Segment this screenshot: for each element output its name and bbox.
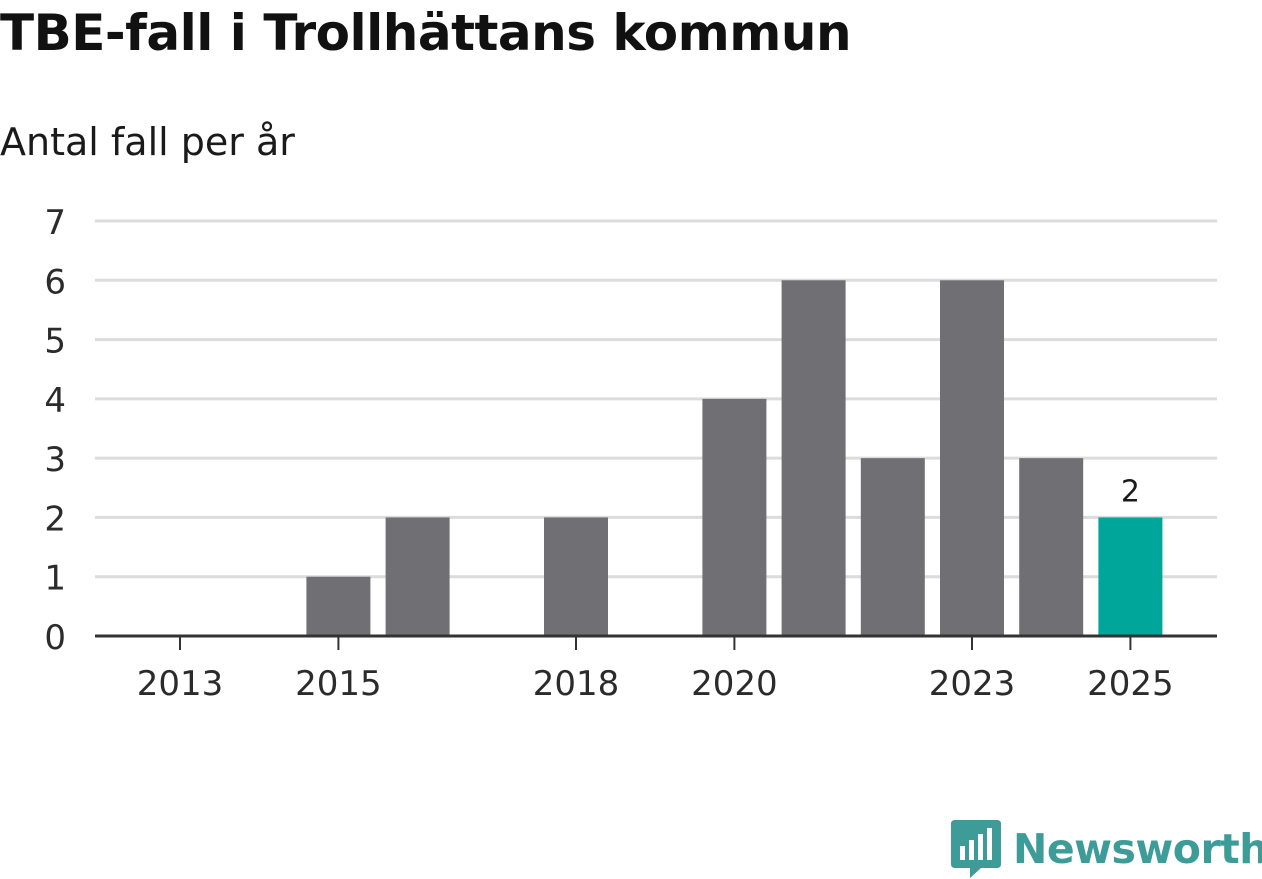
newsworthy-logo-text: Newsworthy <box>1013 825 1262 873</box>
bar-2015 <box>306 576 371 636</box>
data-label: 2 <box>1121 474 1140 509</box>
x-tick-label: 2023 <box>929 664 1016 704</box>
y-tick-label: 5 <box>44 322 66 362</box>
y-tick-label: 7 <box>44 203 66 243</box>
y-tick-label: 2 <box>44 499 66 539</box>
bars <box>306 280 1163 636</box>
bar-2016 <box>385 517 450 636</box>
newsworthy-logo: Newsworthy <box>951 820 1262 878</box>
chart-title: TBE-fall i Trollhättans kommun <box>0 4 852 62</box>
x-tick-label: 2013 <box>137 664 224 704</box>
x-tick-label: 2015 <box>295 664 382 704</box>
y-tick-label: 4 <box>44 381 66 421</box>
bar-2023 <box>940 280 1004 636</box>
x-axis-tick-labels: 2013 2015 2018 2020 2023 2025 <box>137 664 1174 704</box>
bar-2020 <box>702 398 767 636</box>
bar-2025 <box>1098 517 1163 636</box>
x-tick-label: 2020 <box>691 664 778 704</box>
y-tick-label: 3 <box>44 440 66 480</box>
data-labels: 2 <box>1121 474 1140 509</box>
y-tick-label: 1 <box>44 559 66 599</box>
newsworthy-logo-icon <box>951 820 1001 878</box>
x-axis <box>95 634 1217 650</box>
chart-subtitle: Antal fall per år <box>0 120 295 164</box>
bar-2022 <box>860 458 925 636</box>
x-tick-label: 2025 <box>1087 664 1174 704</box>
y-axis-tick-labels: 0 1 2 3 4 5 6 7 <box>44 203 66 658</box>
bar-2018 <box>544 517 608 636</box>
bar-2024 <box>1019 458 1084 636</box>
y-tick-label: 0 <box>44 618 66 658</box>
y-tick-label: 6 <box>44 262 66 302</box>
bar-2021 <box>781 280 846 636</box>
x-tick-label: 2018 <box>533 664 620 704</box>
